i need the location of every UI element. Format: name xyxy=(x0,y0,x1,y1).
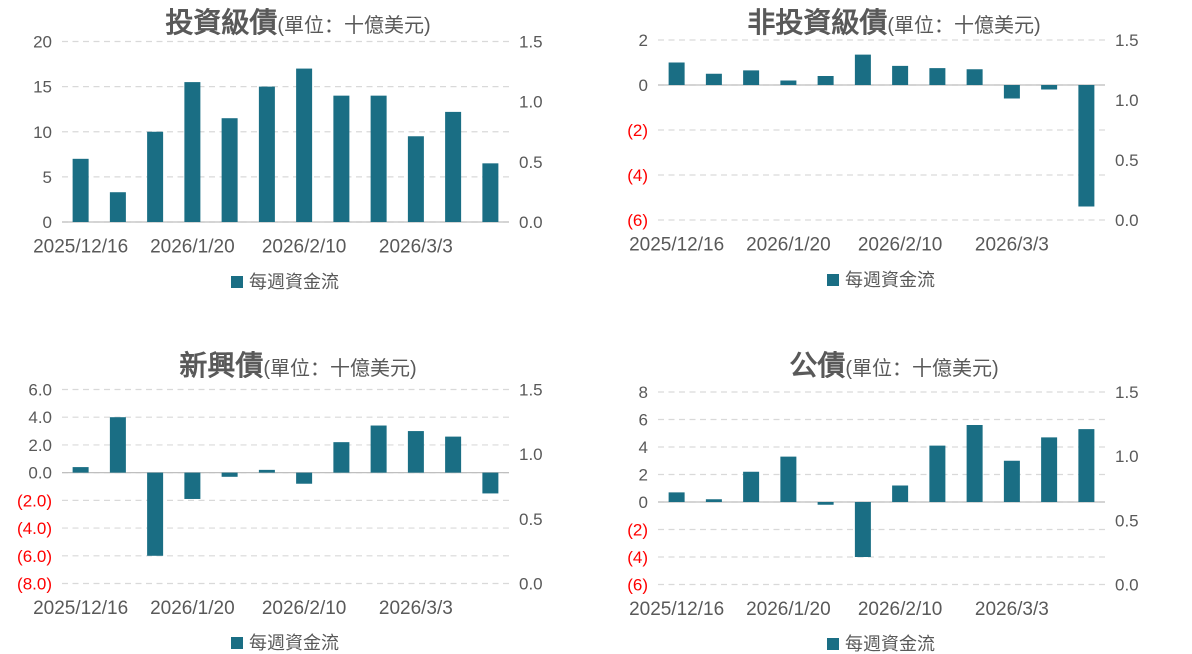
svg-text:0: 0 xyxy=(639,493,648,512)
svg-text:0.0: 0.0 xyxy=(519,213,543,232)
svg-text:0.5: 0.5 xyxy=(1115,511,1139,530)
svg-text:1.5: 1.5 xyxy=(1115,383,1139,402)
svg-text:(2): (2) xyxy=(627,121,648,140)
svg-text:0.5: 0.5 xyxy=(1115,151,1139,170)
svg-text:1.0: 1.0 xyxy=(1115,447,1139,466)
svg-text:2026/2/10: 2026/2/10 xyxy=(262,237,347,258)
svg-text:15: 15 xyxy=(33,78,52,97)
svg-text:6: 6 xyxy=(639,411,648,430)
svg-text:2025/12/16: 2025/12/16 xyxy=(629,599,724,620)
svg-text:4.0: 4.0 xyxy=(28,408,52,427)
svg-text:4: 4 xyxy=(639,438,648,457)
svg-text:2026/2/10: 2026/2/10 xyxy=(858,599,943,620)
svg-text:2026/3/3: 2026/3/3 xyxy=(379,237,453,258)
svg-text:(6): (6) xyxy=(627,211,648,230)
svg-text:2026/1/20: 2026/1/20 xyxy=(746,599,831,620)
svg-text:2026/3/3: 2026/3/3 xyxy=(379,598,453,619)
svg-text:0.0: 0.0 xyxy=(28,464,52,483)
svg-text:0.0: 0.0 xyxy=(519,575,543,594)
svg-text:2026/2/10: 2026/2/10 xyxy=(858,235,943,256)
svg-text:2.0: 2.0 xyxy=(28,436,52,455)
svg-text:0: 0 xyxy=(639,76,648,95)
svg-text:0.0: 0.0 xyxy=(1115,211,1139,230)
svg-text:(8.0): (8.0) xyxy=(17,575,52,594)
svg-text:2026/1/20: 2026/1/20 xyxy=(150,598,235,619)
svg-text:0.5: 0.5 xyxy=(519,510,543,529)
svg-text:(6): (6) xyxy=(627,576,648,595)
svg-text:2026/3/3: 2026/3/3 xyxy=(975,235,1049,256)
svg-text:1.0: 1.0 xyxy=(519,445,543,464)
svg-text:(4): (4) xyxy=(627,548,648,567)
svg-text:2026/2/10: 2026/2/10 xyxy=(262,598,347,619)
svg-text:5: 5 xyxy=(43,168,52,187)
svg-text:0.0: 0.0 xyxy=(1115,576,1139,595)
svg-text:10: 10 xyxy=(33,123,52,142)
svg-text:2: 2 xyxy=(639,466,648,485)
svg-text:2025/12/16: 2025/12/16 xyxy=(629,235,724,256)
svg-text:0.5: 0.5 xyxy=(519,153,543,172)
svg-text:(2): (2) xyxy=(627,521,648,540)
svg-text:(4): (4) xyxy=(627,166,648,185)
svg-text:8: 8 xyxy=(639,383,648,402)
svg-text:2025/12/16: 2025/12/16 xyxy=(33,598,128,619)
svg-text:1.0: 1.0 xyxy=(519,93,543,112)
svg-text:0: 0 xyxy=(43,213,52,232)
svg-text:2026/3/3: 2026/3/3 xyxy=(975,599,1049,620)
svg-text:(2.0): (2.0) xyxy=(17,491,52,510)
svg-text:1.0: 1.0 xyxy=(1115,91,1139,110)
svg-text:2026/1/20: 2026/1/20 xyxy=(746,235,831,256)
svg-text:(4.0): (4.0) xyxy=(17,519,52,538)
svg-text:(6.0): (6.0) xyxy=(17,547,52,566)
svg-text:2025/12/16: 2025/12/16 xyxy=(33,237,128,258)
svg-text:2026/1/20: 2026/1/20 xyxy=(150,237,235,258)
